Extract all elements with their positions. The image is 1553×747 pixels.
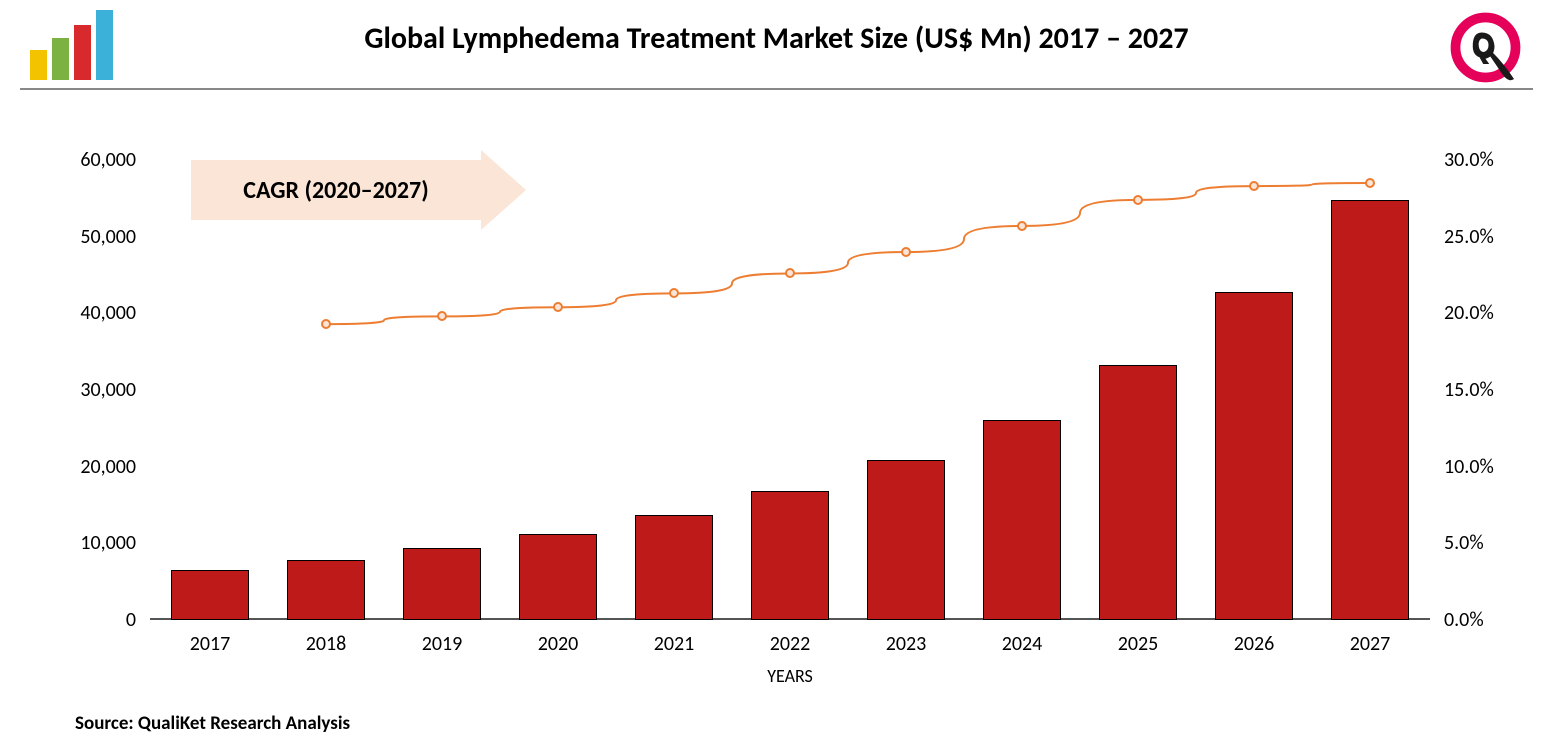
line-marker <box>321 319 331 329</box>
line-marker <box>1017 221 1027 231</box>
line-marker <box>1133 195 1143 205</box>
bar <box>519 534 597 620</box>
x-category: 2027 <box>1331 632 1409 656</box>
chart-area: YEARS 0 10,000 20,000 30,000 40,000 50,000 60,… <box>60 130 1493 700</box>
x-category: 2026 <box>1215 632 1293 656</box>
y-left-tick: 30,000 <box>66 378 136 402</box>
bar <box>751 491 829 620</box>
line-marker <box>669 288 679 298</box>
x-category: 2024 <box>983 632 1061 656</box>
x-category: 2022 <box>751 632 829 656</box>
bar <box>867 460 945 620</box>
header: Global Lymphedema Treatment Market Size … <box>20 0 1533 90</box>
y-right-tick: 15.0% <box>1444 378 1514 402</box>
arrow-head-icon <box>481 150 526 230</box>
bar <box>983 420 1061 620</box>
bar <box>403 548 481 620</box>
y-right-tick: 10.0% <box>1444 455 1514 479</box>
y-left-tick: 0 <box>66 608 136 632</box>
y-right-tick: 5.0% <box>1444 531 1514 555</box>
y-right-tick: 30.0% <box>1444 148 1514 172</box>
y-left-tick: 20,000 <box>66 455 136 479</box>
cagr-label: CAGR (2020–2027) <box>191 160 481 220</box>
bar <box>1099 365 1177 620</box>
x-category: 2020 <box>519 632 597 656</box>
line-marker <box>437 311 447 321</box>
chart-title: Global Lymphedema Treatment Market Size … <box>20 20 1533 57</box>
line-marker <box>785 268 795 278</box>
line-marker <box>1249 181 1259 191</box>
x-category: 2023 <box>867 632 945 656</box>
x-category: 2018 <box>287 632 365 656</box>
bar <box>1331 200 1409 620</box>
source-text: Source: QualiKet Research Analysis <box>75 712 350 735</box>
bar <box>171 570 249 620</box>
line-marker <box>901 247 911 257</box>
y-left-tick: 40,000 <box>66 301 136 325</box>
cagr-arrow: CAGR (2020–2027) <box>191 150 526 230</box>
plot-area: YEARS 010,00020,00030,00040,00050,00060,… <box>150 160 1430 620</box>
x-category: 2025 <box>1099 632 1177 656</box>
bar <box>287 560 365 620</box>
x-category: 2017 <box>171 632 249 656</box>
qualiket-logo-icon <box>1448 10 1523 85</box>
bar <box>1215 292 1293 620</box>
line-marker <box>1365 178 1375 188</box>
y-right-tick: 0.0% <box>1444 608 1514 632</box>
y-right-tick: 25.0% <box>1444 225 1514 249</box>
y-left-tick: 50,000 <box>66 225 136 249</box>
x-category: 2021 <box>635 632 713 656</box>
x-axis-label: YEARS <box>150 665 1430 687</box>
y-left-tick: 60,000 <box>66 148 136 172</box>
line-marker <box>553 302 563 312</box>
bar <box>635 515 713 620</box>
y-right-tick: 20.0% <box>1444 301 1514 325</box>
x-category: 2019 <box>403 632 481 656</box>
y-left-tick: 10,000 <box>66 531 136 555</box>
